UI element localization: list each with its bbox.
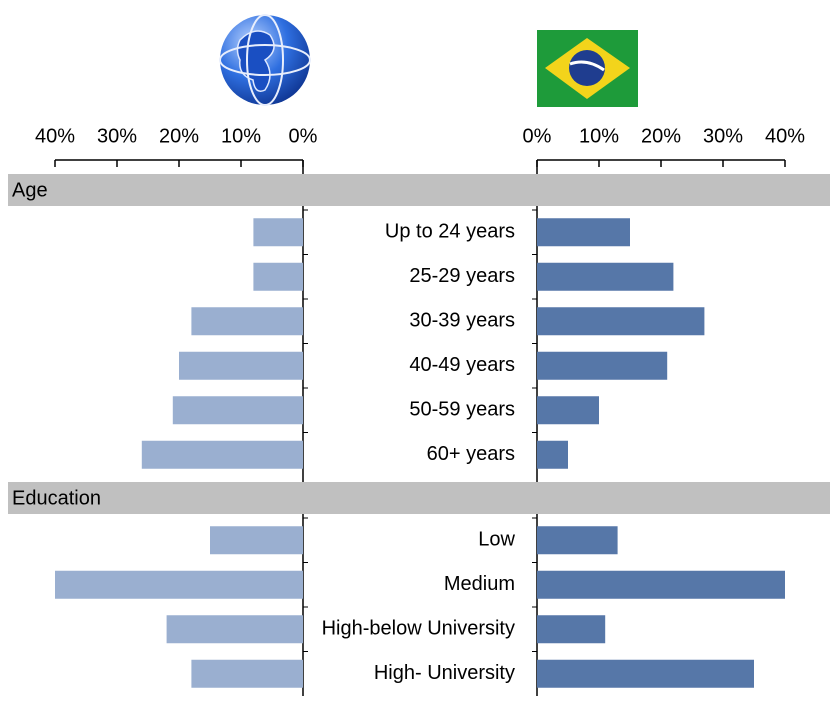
x-tick-label: 0% [523, 125, 552, 147]
section-band [8, 482, 830, 514]
bar [253, 262, 303, 291]
x-tick-label: 20% [159, 125, 199, 147]
bar [253, 218, 303, 247]
bar [141, 440, 303, 469]
category-label: Low [478, 529, 515, 551]
category-label: 40-49 years [409, 354, 515, 376]
globe-icon [219, 14, 311, 106]
category-label: High- University [374, 662, 515, 684]
bar [537, 307, 705, 336]
bar [537, 526, 618, 555]
bar [210, 526, 303, 555]
section-band [8, 174, 830, 206]
bar [55, 570, 303, 599]
x-tick-label: 30% [97, 125, 137, 147]
bar [537, 262, 674, 291]
x-tick-label: 10% [221, 125, 261, 147]
category-label: 60+ years [427, 443, 515, 465]
section-title: Age [12, 179, 48, 201]
category-label: Medium [444, 573, 515, 595]
x-tick-label: 10% [579, 125, 619, 147]
x-tick-label: 0% [289, 125, 318, 147]
x-tick-label: 40% [35, 125, 75, 147]
bar [191, 659, 303, 688]
category-label: 50-59 years [409, 399, 515, 421]
x-tick-label: 40% [765, 125, 805, 147]
bar [537, 570, 785, 599]
bar [537, 659, 754, 688]
bar [537, 396, 599, 425]
bar [537, 440, 568, 469]
x-tick-label: 30% [703, 125, 743, 147]
category-label: Up to 24 years [385, 221, 515, 243]
bar [537, 218, 630, 247]
bar [166, 615, 303, 644]
section-title: Education [12, 487, 101, 509]
bar [537, 615, 606, 644]
category-label: 30-39 years [409, 310, 515, 332]
bar [537, 351, 668, 380]
bar [172, 396, 303, 425]
bar [179, 351, 303, 380]
bar [191, 307, 303, 336]
brazil-flag-icon [537, 30, 638, 107]
x-tick-label: 20% [641, 125, 681, 147]
category-label: High-below University [322, 618, 515, 640]
category-label: 25-29 years [409, 265, 515, 287]
